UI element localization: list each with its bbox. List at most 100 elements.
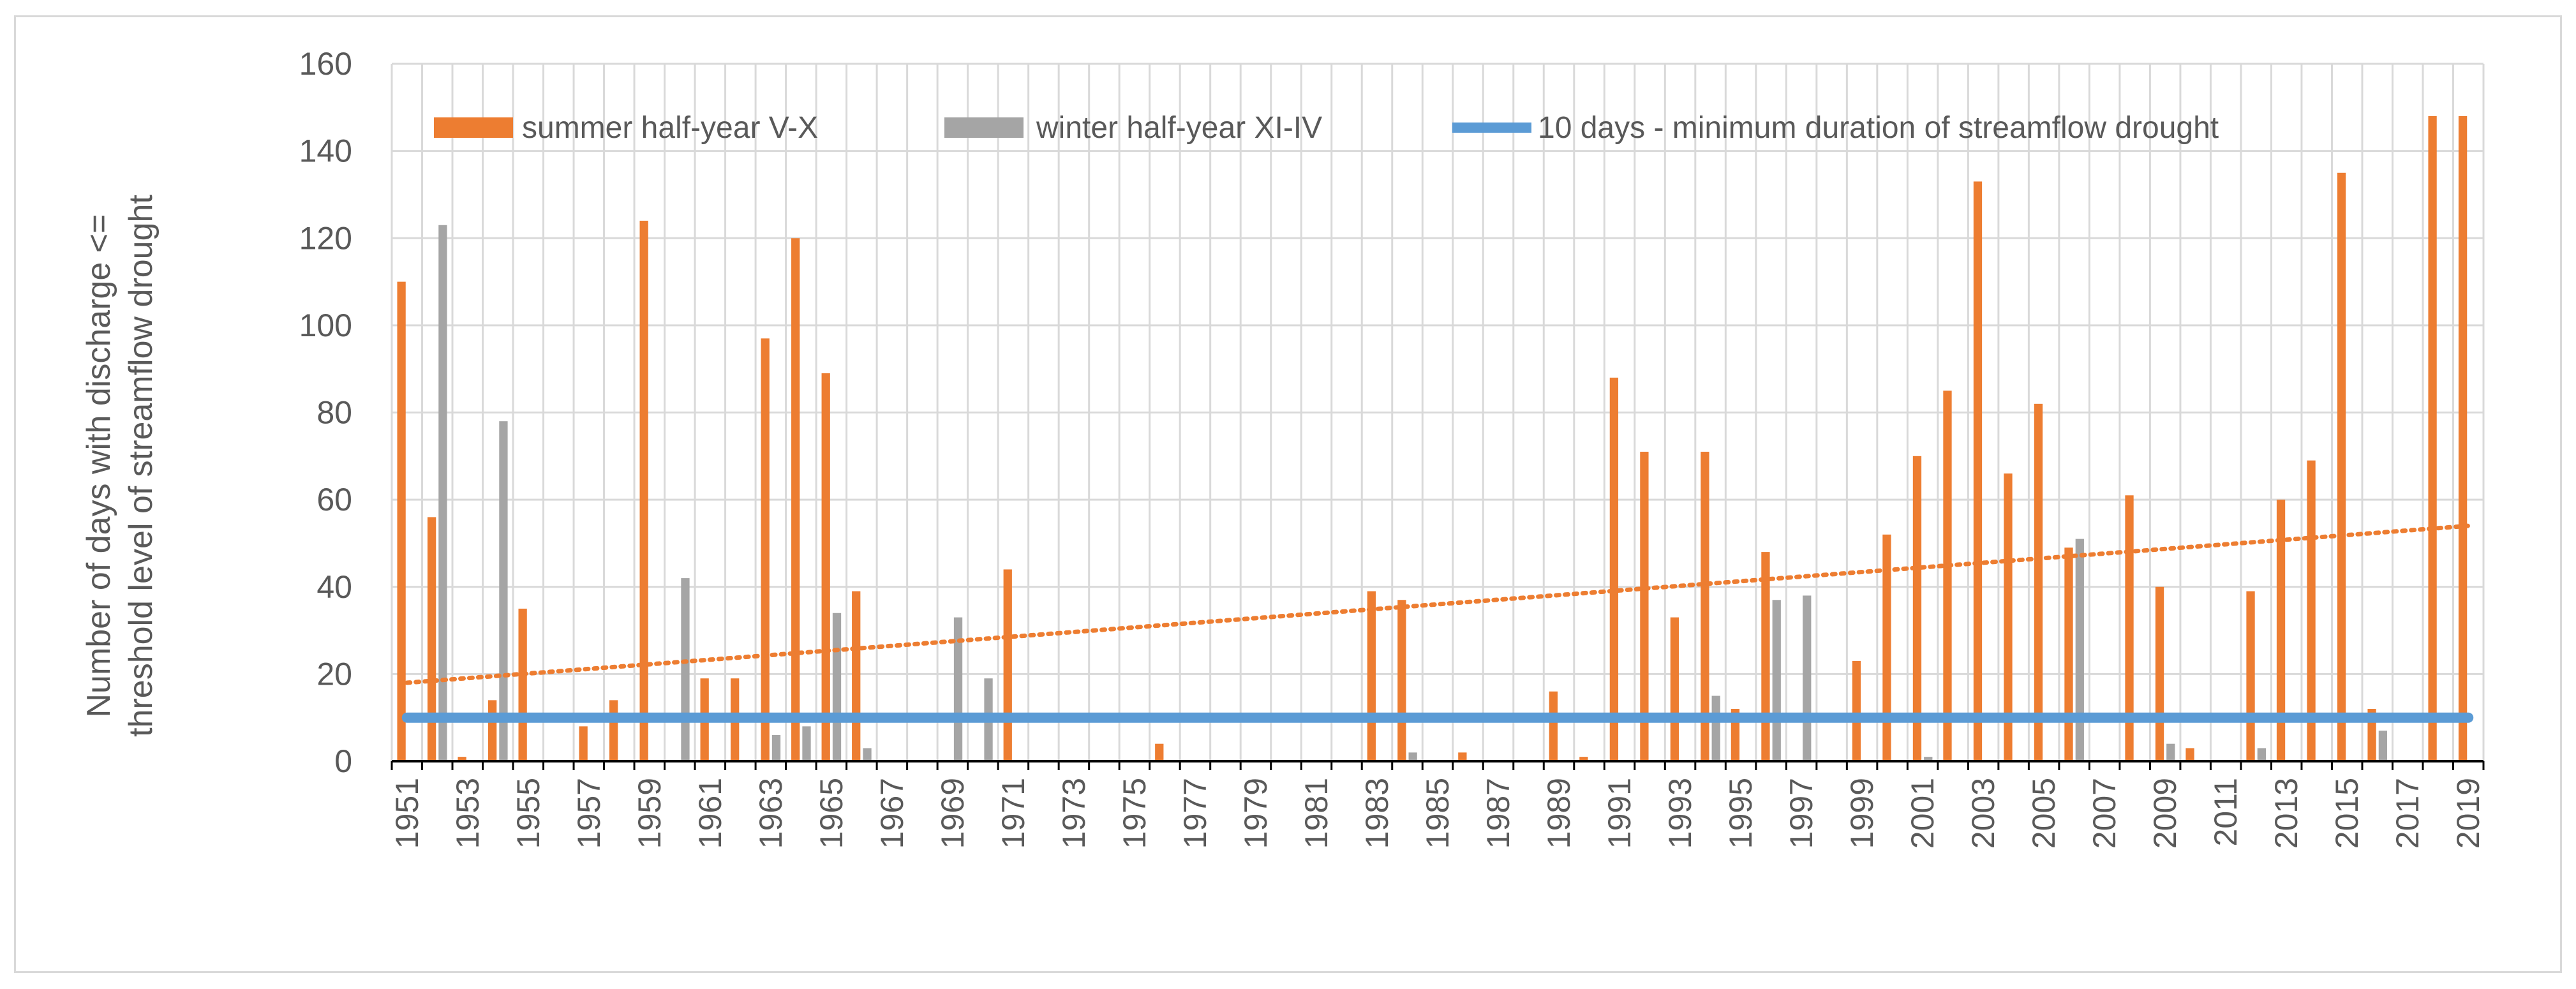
y-tick-label-60: 60 bbox=[316, 482, 352, 517]
bar-winter-1954 bbox=[499, 421, 508, 761]
x-tick-label-1985: 1985 bbox=[1420, 778, 1456, 849]
bar-summer-2010 bbox=[2185, 748, 2194, 761]
bar-summer-1992 bbox=[1640, 451, 1649, 761]
x-tick-label-1981: 1981 bbox=[1299, 778, 1334, 849]
bar-winter-1994 bbox=[1711, 695, 1720, 761]
legend: summer half-year V-X winter half-year XI… bbox=[434, 111, 2219, 145]
x-tick-label-1997: 1997 bbox=[1783, 778, 1819, 849]
bar-summer-2005 bbox=[2034, 403, 2043, 761]
legend-swatch-summer bbox=[434, 117, 513, 138]
y-tick-label-40: 40 bbox=[316, 569, 352, 605]
x-tick-label-1991: 1991 bbox=[1602, 778, 1637, 849]
bar-winter-1963 bbox=[771, 735, 781, 761]
x-tick-label-2017: 2017 bbox=[2390, 778, 2425, 849]
bar-winter-1952 bbox=[438, 225, 447, 762]
x-tick-label-1999: 1999 bbox=[1844, 778, 1880, 849]
bar-summer-1954 bbox=[488, 700, 497, 761]
y-tick-label-80: 80 bbox=[316, 395, 352, 431]
y-tick-label-20: 20 bbox=[316, 656, 352, 692]
bar-summer-1996 bbox=[1761, 552, 1770, 761]
bar-summer-2009 bbox=[2155, 586, 2164, 761]
legend-label-threshold: 10 days - minimum duration of streamflow… bbox=[1538, 111, 2219, 145]
bar-summer-1983 bbox=[1367, 591, 1376, 761]
x-tick-label-1983: 1983 bbox=[1359, 778, 1395, 849]
bar-summer-2003 bbox=[1973, 181, 1983, 762]
legend-label-summer: summer half-year V-X bbox=[522, 111, 818, 145]
x-tick-label-1995: 1995 bbox=[1723, 778, 1759, 849]
x-tick-label-1987: 1987 bbox=[1480, 778, 1516, 849]
bar-summer-2013 bbox=[2276, 500, 2286, 761]
bar-summer-2015 bbox=[2337, 172, 2346, 761]
x-tick-label-1963: 1963 bbox=[753, 778, 789, 849]
bar-winter-1997 bbox=[1803, 595, 1812, 761]
x-tick-labels: 1951 1953 1955 1957 1959 1961 1963 1965 1967 1969… bbox=[389, 778, 2486, 849]
bar-summer-1957 bbox=[579, 726, 588, 761]
x-tick-label-1975: 1975 bbox=[1117, 778, 1152, 849]
bar-summer-2002 bbox=[1943, 390, 1952, 761]
x-tick-label-2013: 2013 bbox=[2268, 778, 2304, 849]
x-tick-label-2011: 2011 bbox=[2208, 778, 2244, 847]
bar-summer-1976 bbox=[1155, 743, 1164, 761]
trendline-summer bbox=[405, 523, 2471, 685]
bar-summer-2006 bbox=[2064, 547, 2073, 761]
bar-winter-1965 bbox=[832, 613, 842, 761]
x-tick-label-2001: 2001 bbox=[1905, 778, 1940, 849]
bar-summer-1986 bbox=[1458, 752, 1467, 761]
x-tick-label-1951: 1951 bbox=[389, 778, 425, 849]
x-tick-label-2009: 2009 bbox=[2147, 778, 2183, 849]
legend-label-winter: winter half-year XI-IV bbox=[1036, 111, 1322, 145]
bar-winter-2001 bbox=[1924, 757, 1933, 761]
bar-summer-1984 bbox=[1397, 600, 1406, 761]
x-tick-label-2007: 2007 bbox=[2087, 778, 2122, 849]
x-tick-label-1989: 1989 bbox=[1541, 778, 1577, 849]
y-axis-title: Number of days with discharge <= thresho… bbox=[80, 195, 160, 737]
bar-winter-1984 bbox=[1408, 752, 1417, 761]
bar-summer-1993 bbox=[1670, 617, 1679, 761]
legend-swatch-winter bbox=[944, 117, 1024, 138]
bar-summer-2018 bbox=[2428, 115, 2437, 762]
bar-summer-1958 bbox=[609, 700, 618, 761]
bar-summer-1951 bbox=[397, 281, 406, 761]
bars bbox=[397, 115, 2468, 762]
bar-summer-1971 bbox=[1003, 569, 1012, 761]
bar-summer-1952 bbox=[427, 517, 436, 761]
bar-summer-1966 bbox=[852, 591, 861, 761]
bar-summer-1999 bbox=[1852, 660, 1861, 761]
bar-winter-2016 bbox=[2378, 731, 2388, 761]
x-tick-label-1969: 1969 bbox=[935, 778, 971, 849]
bar-winter-2009 bbox=[2166, 743, 2175, 761]
y-tick-label-140: 140 bbox=[299, 133, 352, 169]
bar-summer-1955 bbox=[518, 608, 527, 761]
y-tick-label-100: 100 bbox=[299, 308, 352, 343]
bar-winter-1964 bbox=[802, 726, 811, 761]
bar-winter-2006 bbox=[2075, 539, 2084, 761]
y-tick-label-0: 0 bbox=[334, 743, 352, 779]
bar-summer-2008 bbox=[2125, 495, 2134, 761]
bar-summer-2004 bbox=[2004, 473, 2013, 761]
x-tick-label-1973: 1973 bbox=[1056, 778, 1092, 849]
x-tick-label-1979: 1979 bbox=[1238, 778, 1274, 849]
y-axis-title-line-1: Number of days with discharge <= bbox=[80, 214, 117, 717]
x-tick-label-2019: 2019 bbox=[2450, 778, 2486, 849]
bar-summer-1959 bbox=[639, 220, 648, 761]
x-tick-label-1961: 1961 bbox=[692, 778, 728, 849]
bar-winter-1966 bbox=[863, 748, 872, 761]
bar-winter-2012 bbox=[2257, 748, 2266, 761]
trendline bbox=[405, 523, 2471, 685]
x-tick-label-1965: 1965 bbox=[814, 778, 849, 849]
x-tick-label-1971: 1971 bbox=[995, 778, 1031, 849]
bar-summer-1964 bbox=[791, 238, 800, 761]
gridlines bbox=[391, 63, 2485, 761]
y-tick-label-120: 120 bbox=[299, 220, 352, 256]
x-tick-label-1967: 1967 bbox=[874, 778, 910, 849]
bar-winter-1996 bbox=[1772, 600, 1781, 761]
y-tick-label-160: 160 bbox=[299, 46, 352, 82]
x-tick-label-1953: 1953 bbox=[450, 778, 486, 849]
x-tick-label-1955: 1955 bbox=[510, 778, 546, 849]
axes bbox=[391, 760, 2485, 770]
bar-summer-1965 bbox=[821, 373, 830, 761]
bar-summer-2012 bbox=[2246, 591, 2255, 761]
bar-summer-2019 bbox=[2458, 115, 2468, 762]
x-tick-label-2003: 2003 bbox=[1965, 778, 2001, 849]
